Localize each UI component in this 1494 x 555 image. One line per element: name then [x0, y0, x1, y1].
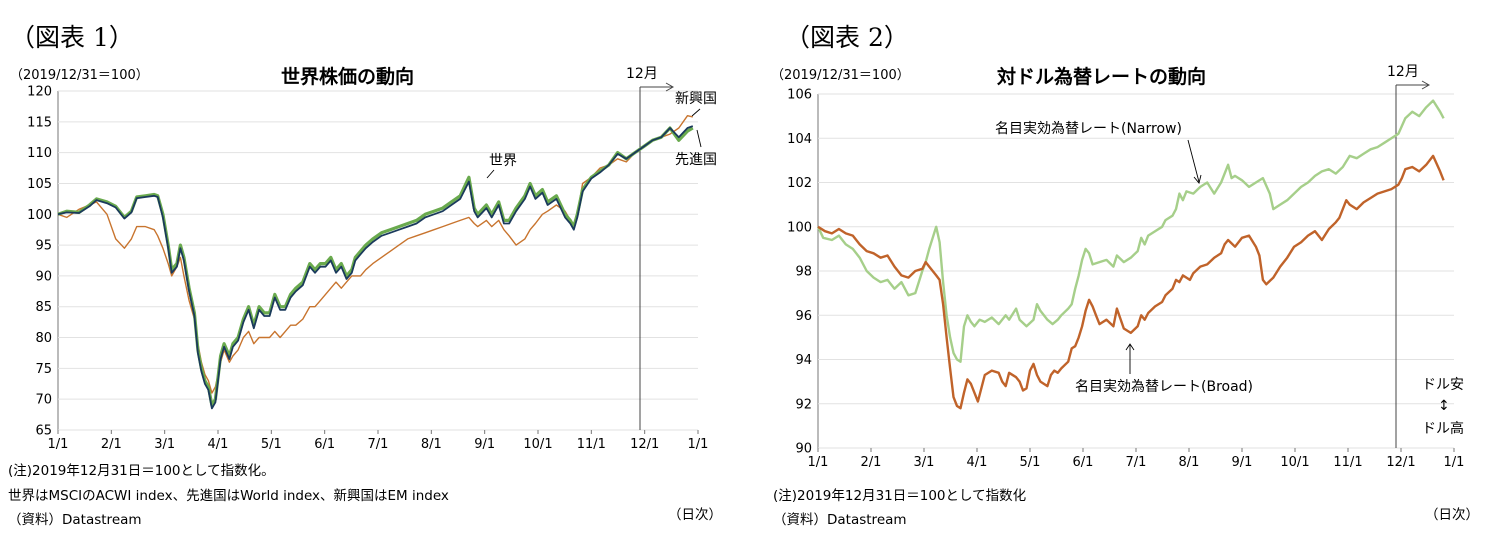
annotation-broad: 名目実効為替レート(Broad): [1075, 379, 1253, 395]
x-tick-label: 9/1: [1232, 455, 1253, 470]
x-tick-label: 12/1: [1386, 455, 1415, 470]
x-tick-label: 1/1: [1444, 455, 1465, 470]
x-tick-label: 5/1: [1020, 455, 1041, 470]
x-tick-label: 2/1: [101, 437, 122, 452]
x-tick-label: 4/1: [208, 437, 229, 452]
y-tick-label: 102: [787, 176, 812, 191]
annotation-world: 世界: [489, 153, 517, 169]
x-tick-label: 6/1: [1073, 455, 1094, 470]
annotation-developed: 先進国: [675, 152, 717, 168]
x-tick-label: 6/1: [314, 437, 335, 452]
y-tick-label: 100: [787, 220, 812, 235]
x-tick-label: 4/1: [967, 455, 988, 470]
y-tick-label: 105: [27, 177, 52, 192]
y-tick-label: 104: [787, 132, 812, 147]
base-label: （2019/12/31＝100）: [771, 68, 910, 83]
x-tick-label: 3/1: [914, 455, 935, 470]
x-tick-label: 1/1: [48, 437, 69, 452]
x-tick-label: 1/1: [688, 437, 709, 452]
x-tick-label: 7/1: [1126, 455, 1147, 470]
dollar-weak-label: ドル安: [1422, 377, 1464, 393]
chart-plot: 90 92 94 96 98 100 102 104 106 1/1 2/1 3/1 4/1 5/1 6/1…: [787, 64, 1465, 470]
annotation-narrow-arrowhead: [1193, 174, 1202, 184]
annotation-narrow: 名目実効為替レート(Narrow): [995, 121, 1182, 137]
y-tick-label: 96: [795, 309, 812, 324]
annotation-emerging: 新興国: [675, 91, 717, 107]
x-tick-label: 10/1: [523, 437, 552, 452]
series-line-broad: [817, 154, 1445, 410]
x-unit-label: （日次）: [1425, 507, 1479, 523]
annotation-broad-arrowhead: [1125, 343, 1135, 351]
x-tick-label: 2/1: [861, 455, 882, 470]
dollar-direction-arrow: ↕: [1438, 398, 1450, 414]
y-tick-label: 92: [795, 397, 812, 412]
y-tick-label: 98: [795, 265, 812, 280]
series-line-narrow: [816, 99, 1445, 363]
series-line-developed: [57, 126, 694, 407]
x-tick-label: 11/1: [577, 437, 606, 452]
x-tick-label: 8/1: [421, 437, 442, 452]
x-tick-label: 12/1: [630, 437, 659, 452]
month-marker-arrowhead: [1421, 80, 1431, 90]
x-tick-label: 11/1: [1333, 455, 1362, 470]
source-note: （資料）Datastream: [8, 512, 142, 528]
y-tick-label: 90: [35, 269, 52, 284]
x-tick-label: 8/1: [1179, 455, 1200, 470]
chart-plot: 65 70 75 80 85 90 95 100 105 110 115 120 1/1 2/1 3/1 4/…: [27, 66, 717, 452]
x-tick-label: 1/1: [808, 455, 829, 470]
y-tick-label: 70: [35, 393, 52, 408]
note-line-2: 世界はMSCIのACWI index、先進国はWorld index、新興国はE…: [8, 488, 449, 504]
y-tick-label: 106: [787, 88, 812, 103]
source-note: （資料）Datastream: [773, 512, 907, 528]
x-tick-label: 9/1: [474, 437, 495, 452]
note-line-1: (注)2019年12月31日＝100として指数化: [773, 488, 1027, 504]
y-tick-label: 80: [35, 331, 52, 346]
annotation-narrow-pointer: [1187, 139, 1200, 183]
annotation-developed-pointer: [696, 129, 702, 148]
chart-panel-1: （図表 1） （2019/12/31＝100） 世界株価の動向 65 70 75 80…: [0, 0, 740, 555]
figure-label: （図表 2）: [785, 23, 909, 52]
y-tick-label: 120: [27, 85, 52, 100]
annotation-emerging-pointer: [691, 108, 701, 117]
figure-label: （図表 1）: [10, 23, 134, 52]
y-tick-label: 65: [35, 424, 52, 439]
dollar-strong-label: ドル高: [1422, 420, 1464, 437]
x-tick-label: 3/1: [154, 437, 175, 452]
chart-panel-2: （図表 2） （2019/12/31＝100） 対ドル為替レートの動向 90 92…: [755, 0, 1494, 555]
x-tick-label: 5/1: [261, 437, 282, 452]
chart-title: 対ドル為替レートの動向: [997, 66, 1207, 88]
annotation-world-pointer: [486, 169, 495, 179]
x-tick-label: 7/1: [368, 437, 389, 452]
y-tick-label: 115: [27, 115, 52, 130]
month-marker-arrowhead: [665, 82, 675, 92]
y-tick-label: 100: [27, 208, 52, 223]
y-tick-label: 95: [35, 239, 52, 254]
month-marker-label: 12月: [626, 66, 658, 82]
x-tick-label: 10/1: [1280, 455, 1309, 470]
chart-title: 世界株価の動向: [281, 66, 415, 88]
series-line-emerging: [57, 115, 693, 394]
x-unit-label: （日次）: [668, 507, 722, 523]
series-line-world: [57, 125, 694, 410]
y-tick-label: 85: [35, 300, 52, 315]
note-line-1: (注)2019年12月31日＝100として指数化。: [8, 463, 275, 479]
y-tick-label: 75: [35, 362, 52, 377]
y-tick-label: 90: [795, 442, 812, 457]
month-marker-label: 12月: [1387, 64, 1419, 80]
y-tick-label: 94: [795, 353, 812, 368]
y-tick-label: 110: [27, 146, 52, 161]
base-label: （2019/12/31＝100）: [10, 68, 149, 83]
